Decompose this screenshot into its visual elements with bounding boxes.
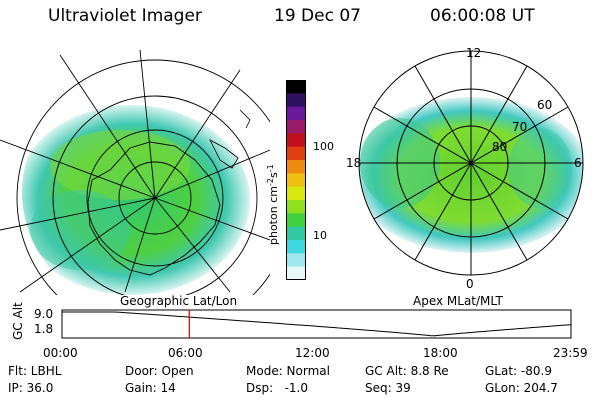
observation-time: 06:00:08 UT xyxy=(430,6,535,26)
seq-status: Seq: 39 xyxy=(365,381,411,395)
colorbar-swatch xyxy=(286,80,306,94)
observation-date: 19 Dec 07 xyxy=(274,6,361,26)
colorbar xyxy=(286,80,306,281)
colorbar-unit-label: photon cm-2s-1 xyxy=(266,164,280,245)
instrument-title: Ultraviolet Imager xyxy=(48,6,202,26)
colorbar-tick-10: 10 xyxy=(313,229,327,242)
coastline-fragment xyxy=(209,139,239,169)
geographic-map xyxy=(0,49,270,295)
colorbar-swatch xyxy=(286,213,306,228)
colorbar-frame xyxy=(286,80,306,280)
colorbar-tick-100: 100 xyxy=(313,140,334,153)
mlt-label-18: 18 xyxy=(346,156,362,170)
mlt-label-12: 12 xyxy=(466,46,482,60)
mlat-mlt-grid xyxy=(358,50,584,276)
time-tick-2359: 23:59 xyxy=(553,346,588,360)
altitude-ytick-bottom: 1.8 xyxy=(34,322,53,336)
glat-status: GLat: -80.9 xyxy=(485,364,552,378)
continent-coastline xyxy=(87,141,221,276)
ip-status: IP: 36.0 xyxy=(8,381,54,395)
altitude-ytick-top: 9.0 xyxy=(34,307,53,321)
mlat-label-70: 70 xyxy=(512,120,528,134)
colorbar-swatch xyxy=(286,120,306,134)
magnetic-polar-plot xyxy=(358,50,584,276)
coastline-fragment xyxy=(239,109,251,129)
altitude-plot-frame xyxy=(61,309,572,339)
colorbar-gradient xyxy=(286,80,306,281)
colorbar-swatch xyxy=(286,106,306,121)
mlt-label-6: 6 xyxy=(574,156,582,170)
dsp-status: Dsp: -1.0 xyxy=(246,381,309,395)
colorbar-swatch xyxy=(286,240,306,254)
mlat-label-60: 60 xyxy=(537,98,553,112)
lat-lon-grid xyxy=(0,49,270,295)
altitude-strip: GC Alt 9.0 1.8 xyxy=(11,302,572,340)
gc-alt-status: GC Alt: 8.8 Re xyxy=(365,364,449,378)
time-tick-1800: 18:00 xyxy=(423,346,458,360)
colorbar-swatch xyxy=(286,160,306,174)
colorbar-swatch xyxy=(286,226,306,241)
colorbar-swatch xyxy=(286,146,306,161)
magnetic-map-label: Apex MLat/MLT xyxy=(413,294,503,308)
colorbar-swatch xyxy=(286,186,306,201)
colorbar-swatch xyxy=(286,200,306,214)
altitude-axis-label: GC Alt xyxy=(11,302,25,340)
colorbar-swatch xyxy=(286,93,306,108)
colorbar-swatch xyxy=(286,266,306,281)
filter-status: Flt: LBHL xyxy=(8,364,62,378)
svg-text:photon cm-2s-1: photon cm-2s-1 xyxy=(266,164,280,245)
time-tick-0000: 00:00 xyxy=(43,346,78,360)
geographic-map-label: Geographic Lat/Lon xyxy=(120,294,238,308)
colorbar-swatch xyxy=(286,253,306,268)
time-tick-0600: 06:00 xyxy=(168,346,203,360)
time-tick-1200: 12:00 xyxy=(295,346,330,360)
colorbar-swatch xyxy=(286,133,306,148)
gain-status: Gain: 14 xyxy=(125,381,176,395)
mlt-label-0: 0 xyxy=(466,277,474,291)
geographic-emission-image xyxy=(22,105,250,295)
glon-status: GLon: 204.7 xyxy=(485,381,558,395)
altitude-curve xyxy=(62,311,572,337)
mlat-label-80: 80 xyxy=(492,140,508,154)
mode-status: Mode: Normal xyxy=(246,364,330,378)
colorbar-swatch xyxy=(286,173,306,188)
door-status: Door: Open xyxy=(125,364,194,378)
